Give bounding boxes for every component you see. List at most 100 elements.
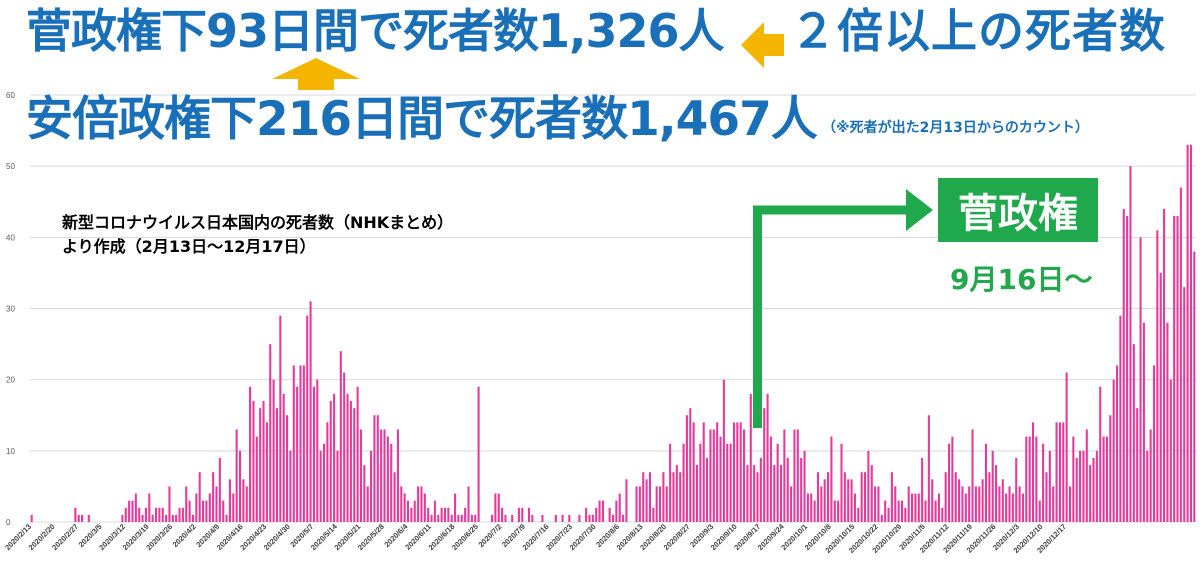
- bar: [810, 493, 813, 522]
- bar: [991, 450, 994, 522]
- bar: [447, 507, 450, 522]
- bar: [501, 507, 504, 522]
- bar: [272, 379, 275, 522]
- bar: [1159, 272, 1162, 522]
- bar: [914, 493, 917, 522]
- bar: [306, 315, 309, 522]
- bar: [262, 401, 265, 522]
- bar: [289, 450, 292, 522]
- bar: [1152, 365, 1156, 522]
- bar: [618, 493, 621, 522]
- bar: [1102, 436, 1105, 522]
- bar: [554, 514, 557, 522]
- bar: [622, 514, 625, 522]
- bar: [595, 507, 598, 522]
- bar: [181, 507, 184, 522]
- bar: [1176, 215, 1179, 523]
- bar: [840, 443, 843, 522]
- bar: [921, 457, 924, 522]
- bar: [706, 457, 709, 522]
- bar: [1065, 372, 1068, 522]
- bar: [823, 479, 826, 522]
- bar: [1045, 472, 1048, 522]
- bar: [326, 422, 329, 522]
- bar: [615, 500, 618, 522]
- bar: [911, 493, 914, 522]
- bar: [964, 493, 967, 522]
- bar: [578, 514, 581, 522]
- bar: [138, 507, 141, 522]
- bar: [454, 493, 457, 522]
- bar: [1072, 436, 1075, 522]
- bar: [1163, 208, 1166, 522]
- bar: [853, 493, 856, 522]
- bar: [827, 472, 830, 522]
- bar: [669, 443, 672, 522]
- bar: [380, 429, 383, 522]
- bar: [635, 486, 638, 522]
- bar: [1112, 379, 1115, 522]
- bar: [749, 393, 752, 522]
- bar: [1122, 208, 1125, 522]
- bar: [1139, 237, 1142, 522]
- bar: [1089, 465, 1092, 522]
- bar: [1132, 344, 1135, 522]
- bar: [191, 514, 195, 522]
- bar: [783, 429, 786, 522]
- bar: [208, 493, 211, 522]
- bar: [712, 429, 715, 522]
- bar: [648, 472, 651, 522]
- bar: [1105, 436, 1108, 522]
- bar: [521, 507, 524, 522]
- bar: [897, 500, 900, 522]
- bar: [252, 401, 255, 522]
- bar: [806, 493, 809, 522]
- bar: [995, 465, 998, 522]
- bar: [682, 443, 685, 522]
- bar: [474, 514, 477, 522]
- bar: [1031, 422, 1035, 522]
- bar: [423, 493, 426, 522]
- bar: [144, 507, 147, 522]
- bar: [722, 379, 725, 522]
- bar: [954, 472, 957, 522]
- y-tick-label: 0: [6, 518, 11, 527]
- bar: [1062, 422, 1065, 522]
- bar: [1115, 365, 1119, 522]
- bar: [171, 514, 174, 522]
- bar: [695, 465, 699, 522]
- bar: [931, 479, 934, 522]
- bar: [803, 450, 806, 522]
- bar: [81, 514, 84, 522]
- bar: [175, 514, 178, 522]
- bar: [158, 507, 161, 522]
- bar: [847, 479, 850, 522]
- up-arrow-icon: [272, 58, 360, 90]
- bar: [699, 443, 702, 522]
- bar: [356, 386, 359, 522]
- source-note-line1: 新型コロナウイルス日本国内の死者数（NHKまとめ）: [62, 213, 454, 232]
- bar: [161, 507, 164, 522]
- bar: [944, 472, 947, 522]
- bar: [87, 514, 90, 522]
- source-note: 新型コロナウイルス日本国内の死者数（NHKまとめ） より作成（2月13日～12月…: [62, 211, 453, 259]
- bar: [729, 443, 732, 522]
- bar: [413, 500, 416, 522]
- bar: [625, 479, 628, 522]
- bar: [786, 457, 789, 522]
- bar: [709, 429, 712, 522]
- bar: [941, 507, 944, 522]
- bar: [232, 493, 235, 522]
- bar: [779, 465, 783, 522]
- bar: [716, 422, 719, 522]
- bar: [961, 486, 964, 522]
- bar: [692, 422, 695, 522]
- bar: [336, 450, 339, 522]
- bar: [978, 486, 981, 522]
- bar: [511, 514, 514, 522]
- bar: [894, 486, 897, 522]
- bar: [457, 514, 460, 522]
- bar: [800, 457, 803, 522]
- bar: [1075, 457, 1078, 522]
